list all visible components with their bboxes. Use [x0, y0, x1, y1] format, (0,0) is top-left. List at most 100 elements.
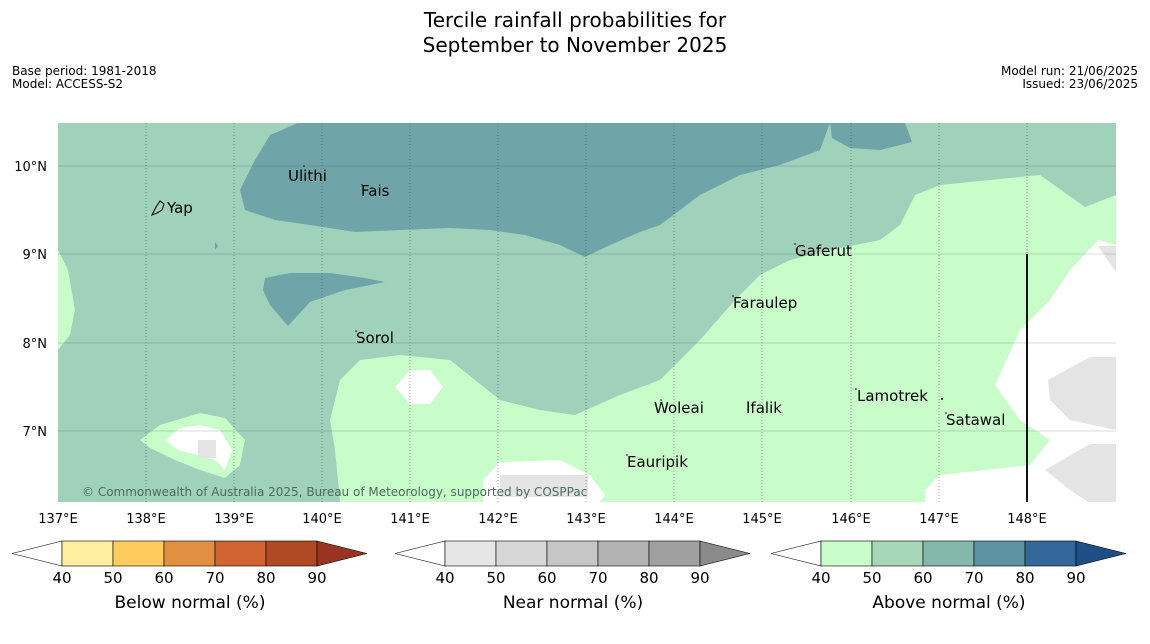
- lat-label-10: 10°N: [14, 160, 47, 175]
- island-dot-satawal: [945, 412, 947, 414]
- probability-map: [58, 123, 1116, 502]
- island-dot-gaferut: [794, 243, 796, 245]
- region-above-60-70-ne: [830, 123, 912, 150]
- colorbar-segment: [973, 540, 1026, 567]
- island-markers: [303, 165, 947, 456]
- meta-right: Model run: 21/06/2025 Issued: 23/06/2025: [1001, 65, 1138, 91]
- lon-label-148: 148°E: [1007, 512, 1047, 527]
- island-dot-ulithi: [303, 165, 305, 167]
- island-dot-ifalik: [747, 401, 749, 403]
- place-label-faraulep: Faraulep: [733, 294, 797, 312]
- colorbar-tick-label: 60: [154, 569, 173, 587]
- region-near-east-3: [1045, 444, 1116, 502]
- colorbar-near-normal: 40 50 60 70 80 90: [394, 540, 751, 587]
- colorbar-segment: [922, 540, 975, 567]
- title-line-1: Tercile rainfall probabilities for: [423, 8, 727, 32]
- colorbar-extend-low: [770, 540, 822, 567]
- colorbar-tick-label: 40: [52, 569, 71, 587]
- colorbar-tick-label: 60: [913, 569, 932, 587]
- lon-label-147: 147°E: [919, 512, 959, 527]
- colorbar-extend-low: [11, 540, 63, 567]
- place-label-eauripik: Eauripik: [627, 453, 688, 471]
- place-label-ifalik: Ifalik: [746, 399, 782, 417]
- colorbar-tick-label: 80: [256, 569, 275, 587]
- colorbar-tick-label: 40: [435, 569, 454, 587]
- model-name: Model: ACCESS-S2: [12, 77, 124, 91]
- copyright-notice: © Commonwealth of Australia 2025, Bureau…: [82, 485, 587, 499]
- title-line-2: September to November 2025: [422, 33, 728, 57]
- colorbar-extend-low: [394, 540, 446, 567]
- issued-date: Issued: 23/06/2025: [1022, 77, 1138, 91]
- colorbar-tick-label: 60: [537, 569, 556, 587]
- colorbar-tick-label: 70: [205, 569, 224, 587]
- lat-label-8: 8°N: [23, 337, 48, 352]
- lon-label-137: 137°E: [38, 512, 78, 527]
- place-label-sorol: Sorol: [356, 329, 394, 347]
- colorbar-segment: [546, 540, 599, 567]
- region-white-center: [395, 370, 443, 404]
- region-above-60-70-tiny: [215, 242, 218, 250]
- colorbar-segment: [871, 540, 924, 567]
- colorbar-extend-high: [316, 540, 368, 567]
- colorbar-segment: [1024, 540, 1077, 567]
- colorbar-label-above: Above normal (%): [872, 593, 1026, 613]
- base-period: Base period: 1981-2018: [12, 64, 157, 78]
- colorbar-extend-high: [699, 540, 751, 567]
- colorbar-tick-label: 70: [964, 569, 983, 587]
- colorbar-tick-label: 50: [103, 569, 122, 587]
- island-dot-sorol: [355, 330, 357, 332]
- region-near-east-1: [1098, 246, 1116, 272]
- island-dot-faraulep: [732, 295, 734, 297]
- colorbar-segment: [61, 540, 114, 567]
- lon-label-142: 142°E: [478, 512, 518, 527]
- colorbar-below-normal: 40 50 60 70 80 90: [11, 540, 368, 587]
- yap-island: [150, 200, 165, 216]
- region-above-40-50-west: [58, 250, 75, 350]
- colorbar-segment: [214, 540, 267, 567]
- colorbar-tick-label: 40: [811, 569, 830, 587]
- colorbar-tick-label: 90: [690, 569, 709, 587]
- place-label-fais: Fais: [361, 182, 390, 200]
- place-label-woleai: Woleai: [654, 399, 704, 417]
- region-above-40-50: [330, 175, 1116, 502]
- region-near-sw: [198, 440, 216, 458]
- colorbar-segment: [820, 540, 873, 567]
- lat-label-7: 7°N: [23, 425, 48, 440]
- lon-label-140: 140°E: [302, 512, 342, 527]
- colorbar-tick-label: 90: [307, 569, 326, 587]
- region-above-60-70-w: [263, 273, 385, 326]
- region-white-east: [925, 240, 1116, 502]
- place-label-yap: Yap: [166, 199, 193, 217]
- island-dot-east: [941, 398, 943, 400]
- colorbar-label-below: Below normal (%): [114, 593, 266, 613]
- lon-label-139: 139°E: [214, 512, 254, 527]
- map-title: Tercile rainfall probabilities for Septe…: [0, 8, 1150, 58]
- place-label-ulithi: Ulithi: [288, 167, 327, 185]
- region-near-east-2: [1048, 357, 1116, 430]
- lat-label-9: 9°N: [23, 248, 48, 263]
- lon-label-141: 141°E: [390, 512, 430, 527]
- island-dot-lamotrek: [855, 388, 857, 390]
- colorbar-segment: [648, 540, 701, 567]
- place-label-satawal: Satawal: [946, 411, 1005, 429]
- colorbar-tick-label: 80: [639, 569, 658, 587]
- colorbar-tick-label: 70: [588, 569, 607, 587]
- colorbar-label-near: Near normal (%): [502, 593, 644, 613]
- colorbar-tick-label: 50: [486, 569, 505, 587]
- place-label-lamotrek: Lamotrek: [857, 387, 928, 405]
- meta-left: Base period: 1981-2018 Model: ACCESS-S2: [12, 65, 157, 91]
- lon-label-146: 146°E: [831, 512, 871, 527]
- island-dot-eauripik: [626, 454, 628, 456]
- colorbar-above-normal: 40 50 60 70 80 90: [770, 540, 1127, 587]
- colorbar-segment: [495, 540, 548, 567]
- colorbar-segment: [112, 540, 165, 567]
- lon-label-138: 138°E: [126, 512, 166, 527]
- colorbar-extend-high: [1075, 540, 1127, 567]
- colorbar-tick-label: 50: [862, 569, 881, 587]
- island-dot-fais: [361, 184, 363, 186]
- lon-label-143: 143°E: [566, 512, 606, 527]
- island-dot-woleai: [660, 399, 662, 401]
- colorbar-tick-label: 80: [1015, 569, 1034, 587]
- colorbar-segment: [597, 540, 650, 567]
